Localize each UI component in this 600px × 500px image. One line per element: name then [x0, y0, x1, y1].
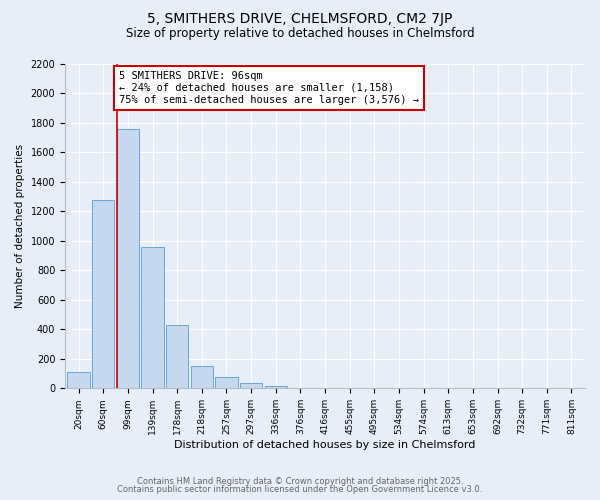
Text: Contains HM Land Registry data © Crown copyright and database right 2025.: Contains HM Land Registry data © Crown c… — [137, 477, 463, 486]
Bar — [215, 378, 238, 388]
Y-axis label: Number of detached properties: Number of detached properties — [15, 144, 25, 308]
Text: Size of property relative to detached houses in Chelmsford: Size of property relative to detached ho… — [125, 28, 475, 40]
Bar — [92, 200, 115, 388]
Bar — [191, 366, 213, 388]
Bar — [67, 372, 89, 388]
Text: Contains public sector information licensed under the Open Government Licence v3: Contains public sector information licen… — [118, 485, 482, 494]
Text: 5 SMITHERS DRIVE: 96sqm
← 24% of detached houses are smaller (1,158)
75% of semi: 5 SMITHERS DRIVE: 96sqm ← 24% of detache… — [119, 72, 419, 104]
Bar — [142, 247, 164, 388]
Bar — [117, 129, 139, 388]
Bar — [240, 383, 262, 388]
Bar — [265, 386, 287, 388]
X-axis label: Distribution of detached houses by size in Chelmsford: Distribution of detached houses by size … — [175, 440, 476, 450]
Bar — [166, 325, 188, 388]
Text: 5, SMITHERS DRIVE, CHELMSFORD, CM2 7JP: 5, SMITHERS DRIVE, CHELMSFORD, CM2 7JP — [148, 12, 452, 26]
